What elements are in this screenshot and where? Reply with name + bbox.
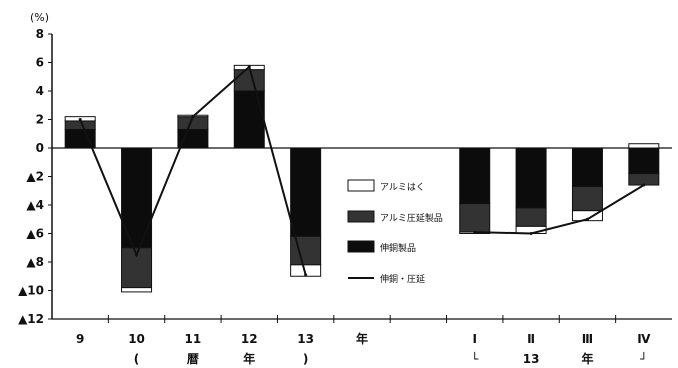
- y-tick-label: ▲4: [26, 198, 44, 212]
- line-point: [529, 232, 533, 235]
- x-sub-label: ┘: [639, 351, 647, 366]
- y-unit-label: (%): [30, 11, 49, 24]
- line-point: [473, 230, 477, 234]
- x-sub-label: 年: [243, 351, 255, 366]
- legend-swatch: [347, 179, 375, 192]
- bar-segment: [121, 287, 153, 293]
- legend-label: 伸銅・圧延: [380, 273, 425, 285]
- bar-segment: [233, 90, 265, 149]
- bar-segment: [290, 147, 322, 237]
- bar-segment: [628, 143, 660, 149]
- legend-label: アルミはく: [380, 182, 425, 193]
- x-tick-label: 13: [297, 332, 314, 346]
- x-tick-label: 12: [241, 332, 258, 346]
- x-axis-labels: 9 10 (11 暦 12 年 13) 年 Ⅰ └ Ⅱ 13 Ⅲ 年 Ⅳ ┘: [76, 331, 651, 366]
- bar-segment: [177, 128, 209, 149]
- bars: [64, 64, 660, 293]
- x-tick-label: 年: [356, 331, 368, 346]
- x-sub-label: (: [134, 352, 139, 366]
- y-tick-label: ▲8: [26, 255, 44, 269]
- line-path: [79, 64, 307, 276]
- y-tick-label: 2: [36, 113, 44, 127]
- legend-swatch: [347, 240, 375, 253]
- y-tick-label: ▲6: [26, 227, 44, 241]
- y-tick-label: 0: [36, 141, 44, 155]
- x-sub-label: 年: [581, 351, 593, 366]
- x-tick-label: Ⅳ: [637, 332, 651, 346]
- y-tick-label: ▲10: [18, 284, 44, 298]
- y-tick-label: ▲2: [26, 170, 44, 184]
- legend-label: アルミ圧延製品: [380, 212, 443, 224]
- line-series: [78, 64, 646, 277]
- line-point: [247, 65, 251, 69]
- line-point: [585, 217, 589, 221]
- line-path: [474, 184, 645, 235]
- bar-segment: [121, 147, 153, 249]
- bar-segment: [64, 120, 96, 130]
- legend-label: 伸銅製品: [380, 242, 416, 254]
- x-tick-label: Ⅰ: [472, 332, 476, 346]
- bar-segment: [459, 203, 491, 233]
- x-tick-label: Ⅲ: [582, 332, 593, 346]
- bar-segment: [515, 147, 547, 209]
- line-point: [135, 253, 139, 257]
- x-tick-label: 10: [128, 332, 145, 346]
- x-sub-label: 13: [523, 352, 540, 366]
- line-point: [642, 183, 646, 187]
- line-point: [78, 118, 82, 121]
- x-tick-label: 11: [185, 332, 202, 346]
- bar-segment: [628, 147, 660, 175]
- y-tick-label: 4: [36, 84, 44, 98]
- bar-segment: [628, 173, 660, 186]
- x-tick-label: Ⅱ: [527, 332, 535, 346]
- bar-segment: [290, 235, 322, 266]
- bar-segment: [233, 69, 265, 92]
- x-tick-label: 9: [76, 332, 84, 346]
- y-tick-label: 8: [36, 27, 44, 41]
- bar-segment: [571, 185, 603, 212]
- line-point: [304, 273, 308, 277]
- x-sub-label: 暦: [187, 352, 199, 366]
- y-axis: 8 6 4 2 0 ▲2 ▲4 ▲6 ▲8 ▲10 ▲12 (%): [18, 11, 672, 326]
- x-sub-label: ): [303, 352, 308, 366]
- y-tick-label: 6: [36, 56, 44, 70]
- bar-segment: [515, 207, 547, 227]
- y-tick-label: ▲12: [18, 312, 44, 326]
- legend-swatch: [347, 210, 375, 223]
- line-point: [191, 115, 195, 119]
- x-sub-label: └: [471, 351, 479, 366]
- bar-segment: [571, 147, 603, 187]
- bar-segment: [459, 147, 491, 205]
